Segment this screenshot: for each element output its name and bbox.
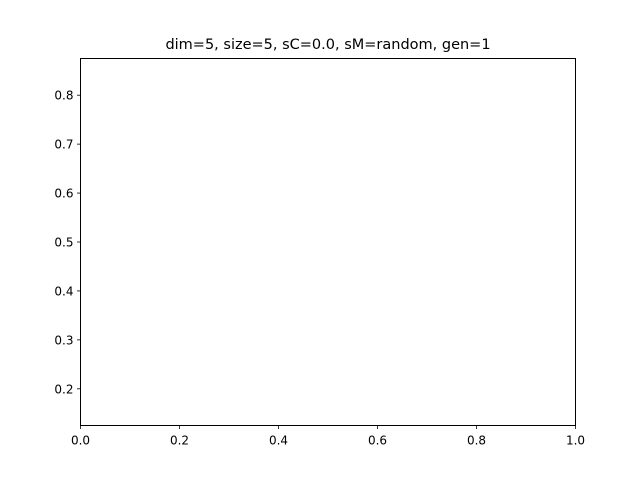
y-tick-label: 0.6 bbox=[54, 187, 73, 201]
y-tick-label: 0.2 bbox=[54, 382, 73, 396]
plot-area-frame bbox=[80, 58, 576, 426]
x-tick-label: 1.0 bbox=[566, 434, 585, 448]
chart-title: dim=5, size=5, sC=0.0, sM=random, gen=1 bbox=[165, 37, 490, 53]
y-tick-label: 0.4 bbox=[54, 284, 73, 298]
x-tick-label: 0.0 bbox=[71, 434, 90, 448]
x-tick-label: 0.8 bbox=[467, 434, 486, 448]
x-tick-label: 0.4 bbox=[269, 434, 288, 448]
y-tick-label: 0.8 bbox=[54, 89, 73, 103]
y-tick-label: 0.5 bbox=[54, 236, 73, 250]
x-tick-label: 0.2 bbox=[170, 434, 189, 448]
y-tick-label: 0.7 bbox=[54, 138, 73, 152]
y-axis-ticks: 0.2 0.3 0.4 0.5 0.6 0.7 0.8 bbox=[54, 89, 81, 396]
y-tick-label: 0.3 bbox=[54, 333, 73, 347]
x-axis-ticks: 0.0 0.2 0.4 0.6 0.8 1.0 bbox=[71, 425, 585, 448]
x-tick-label: 0.6 bbox=[368, 434, 387, 448]
